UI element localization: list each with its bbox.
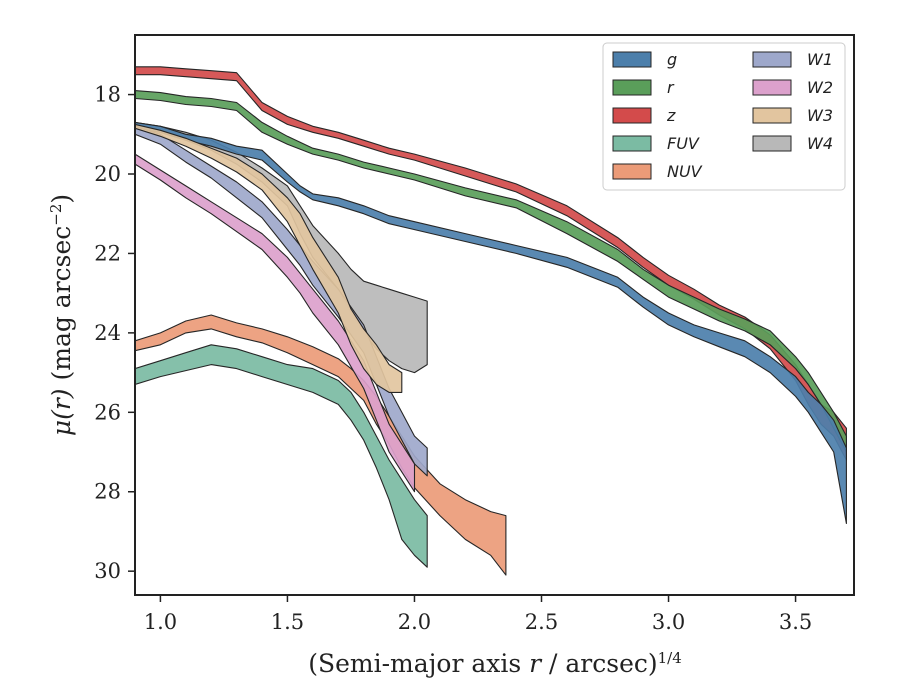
legend: grz FUV NUV W1 W2 W3 W4 — [602, 42, 846, 191]
legend-label-z: z — [666, 106, 676, 125]
band-g — [135, 121, 847, 525]
band-w2 — [135, 153, 416, 493]
x-axis-label-suffix: / arcsec) — [541, 649, 658, 678]
legend-swatch-nuv — [612, 163, 652, 180]
y-axis: 18 20 22 24 26 28 30 — [94, 83, 135, 583]
y-tick-label: 26 — [94, 400, 121, 424]
legend-swatch-w2 — [752, 79, 792, 96]
x-tick-label: 2.5 — [525, 610, 558, 634]
legend-swatch-w1 — [752, 51, 792, 68]
x-axis-label-var: r — [529, 649, 543, 678]
band-fuv — [135, 344, 428, 568]
x-axis: 1.0 1.5 2.0 2.5 3.0 3.5 — [144, 595, 812, 634]
legend-swatch-w3 — [752, 107, 792, 124]
y-tick-label: 20 — [94, 162, 121, 186]
y-axis-label-var: μ(r) — [47, 388, 76, 436]
plot-area — [135, 66, 847, 576]
legend-swatch-w4 — [752, 135, 792, 152]
legend-label-g: g — [667, 50, 677, 69]
legend-swatch-g — [612, 51, 652, 68]
x-axis-label-sup: 1/4 — [658, 649, 682, 667]
y-tick-label: 24 — [94, 321, 121, 345]
y-tick-label: 28 — [94, 480, 121, 504]
legend-swatch-fuv — [612, 135, 652, 152]
legend-label-r: r — [667, 78, 675, 97]
x-tick-label: 2.0 — [398, 610, 431, 634]
band-w1 — [135, 125, 428, 477]
y-axis-label-close: ) — [47, 194, 76, 204]
x-tick-label: 3.5 — [779, 610, 812, 634]
y-tick-label: 30 — [94, 559, 121, 583]
legend-label-nuv: NUV — [667, 162, 703, 181]
x-axis-label-prefix: (Semi-major axis — [308, 649, 529, 678]
legend-label-fuv: FUV — [667, 134, 700, 153]
band-nuv — [135, 314, 507, 576]
y-axis-label-sup: −2 — [47, 204, 65, 226]
legend-swatch-r — [612, 79, 652, 96]
y-tick-label: 18 — [94, 83, 121, 107]
legend-label-w2: W2 — [807, 78, 833, 97]
legend-label-w3: W3 — [807, 106, 833, 125]
x-axis-label: (Semi-major axis r / arcsec)1/4 — [308, 649, 682, 678]
x-tick-label: 1.0 — [144, 610, 177, 634]
x-tick-label: 1.5 — [271, 610, 304, 634]
y-axis-label-text: (mag arcsec — [47, 226, 76, 389]
legend-swatch-z — [612, 107, 652, 124]
band-w3 — [135, 123, 403, 393]
x-tick-label: 3.0 — [652, 610, 685, 634]
y-axis-label: μ(r) (mag arcsec−2) — [47, 194, 76, 436]
legend-label-w4: W4 — [807, 134, 833, 153]
y-tick-label: 22 — [94, 241, 121, 265]
plot-frame — [134, 34, 855, 596]
legend-label-w1: W1 — [807, 50, 833, 69]
